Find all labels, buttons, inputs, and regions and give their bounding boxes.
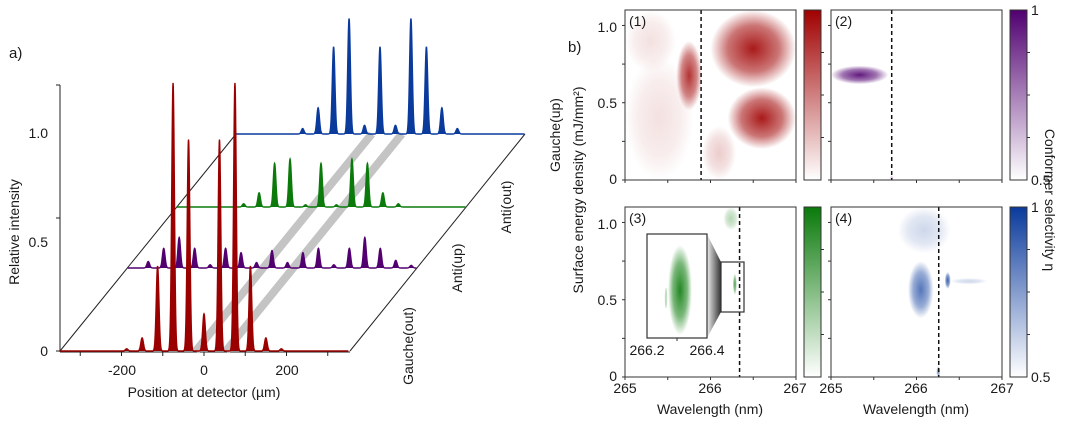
heatmap-regions: [897, 207, 988, 377]
zoom-connector: [707, 234, 721, 338]
colorbar-tick-label: 0.5: [1031, 172, 1051, 188]
traces: [59, 18, 525, 352]
inset-source-box: [720, 261, 745, 313]
guide-band: [192, 131, 375, 354]
y-tick-label: 0.5: [29, 234, 49, 250]
y-axis-label: Surface energy density (mJ/mm²): [570, 87, 586, 294]
colorbar: [803, 9, 822, 181]
y-tick-label: 0: [40, 343, 48, 359]
x-axis-label: Wavelength (nm): [657, 401, 763, 417]
x-tick-label: 0: [200, 362, 208, 378]
panel-b: b) Surface energy density (mJ/mm²) Confo…: [568, 2, 1058, 417]
colorbar-tick-label: 1: [1031, 199, 1039, 215]
trace-fill: [235, 18, 525, 134]
plot-area: [831, 10, 1002, 180]
panel-a: a) 0 0.5 1.0 Relative intensity -200 0 2…: [6, 18, 563, 400]
heatmap-region: [944, 271, 951, 289]
heatmap-region: [831, 65, 889, 85]
trace-gauche-out: [59, 82, 349, 352]
x-tick-label: 200: [275, 362, 299, 378]
heatmap-panel-2: (2): [828, 9, 1030, 183]
inset-tick-label: 266.4: [689, 342, 724, 358]
inset-region: [668, 245, 692, 335]
depth-axis-left: [59, 133, 237, 352]
x-tick-label: 265: [613, 380, 637, 396]
depth-label-gauche-out: Gauche(out): [400, 307, 416, 385]
colorbar-tick-label: 0.5: [1031, 369, 1051, 385]
panel-a-label: a): [9, 45, 22, 62]
x-tick-label: 267: [990, 380, 1014, 396]
x-tick-label: 266: [698, 380, 722, 396]
inset-region: [664, 288, 668, 308]
trace-anti-out: [176, 156, 466, 208]
y-tick-label: 1.0: [598, 19, 618, 35]
guide-band: [222, 131, 405, 354]
heatmap-region: [723, 207, 739, 231]
heatmap-region: [950, 278, 988, 285]
heatmap-panel-3: (3): [622, 206, 824, 380]
heatmap-region: [907, 261, 934, 319]
x-tick-label: 267: [783, 380, 807, 396]
panel-number-label: (2): [835, 13, 852, 29]
heatmap-regions: [625, 10, 796, 180]
heatmap-region: [710, 10, 796, 88]
x-tick-label: 266: [904, 380, 928, 396]
heatmap-panel-4: (4): [828, 206, 1030, 380]
y-tick-label: 0.5: [598, 292, 618, 308]
y-tick-label: 1.0: [598, 216, 618, 232]
heatmap-region: [701, 125, 737, 180]
x-tick-label: 265: [819, 380, 843, 396]
panel-number-label: (4): [835, 210, 852, 226]
depth-label-anti-out: Anti(out): [498, 181, 514, 234]
y-tick-label: 0: [609, 368, 617, 384]
inset-tick-label: 266.2: [629, 342, 664, 358]
heatmap-region: [897, 207, 951, 254]
panel-number-label: (1): [629, 13, 646, 29]
x-axis-label: Position at detector (µm): [128, 384, 281, 400]
heatmap-region: [625, 56, 694, 180]
x-tick-label: -200: [108, 362, 136, 378]
heatmap-region: [732, 273, 737, 296]
trace-fill: [176, 159, 466, 207]
x-axis-label: Wavelength (nm): [863, 401, 969, 417]
y-tick-label: 0: [609, 171, 617, 187]
x-ticks: [79, 352, 329, 356]
heatmap-region: [889, 175, 894, 180]
heatmap-regions: [831, 65, 894, 180]
y-tick-label: 0.5: [598, 95, 618, 111]
heatmap-region: [676, 40, 702, 111]
guide-bands: [192, 131, 405, 354]
trace-gauche-up: [235, 18, 525, 135]
panel-b-label: b): [568, 39, 581, 56]
heatmap-region: [625, 10, 677, 72]
heatmap-regions: [723, 207, 739, 296]
heatmap-panel-1: (1): [622, 9, 824, 183]
panel-number-label: (3): [629, 210, 646, 226]
colorbar: [803, 206, 822, 378]
y-axis-label: Relative intensity: [6, 179, 22, 285]
heatmap-region: [727, 87, 796, 150]
depth-label-anti-up: Anti(up): [449, 243, 465, 292]
colorbar-tick-label: 1: [1031, 2, 1039, 18]
colorbar: [1009, 9, 1028, 181]
depth-axis-right: [349, 133, 526, 352]
colorbar: [1009, 206, 1028, 378]
inset: [646, 233, 745, 341]
depth-label-gauche-up: Gauche(up): [547, 98, 563, 172]
colorbar-label: Conformer selectivity η: [1042, 129, 1058, 271]
y-tick-label: 1.0: [29, 125, 49, 141]
